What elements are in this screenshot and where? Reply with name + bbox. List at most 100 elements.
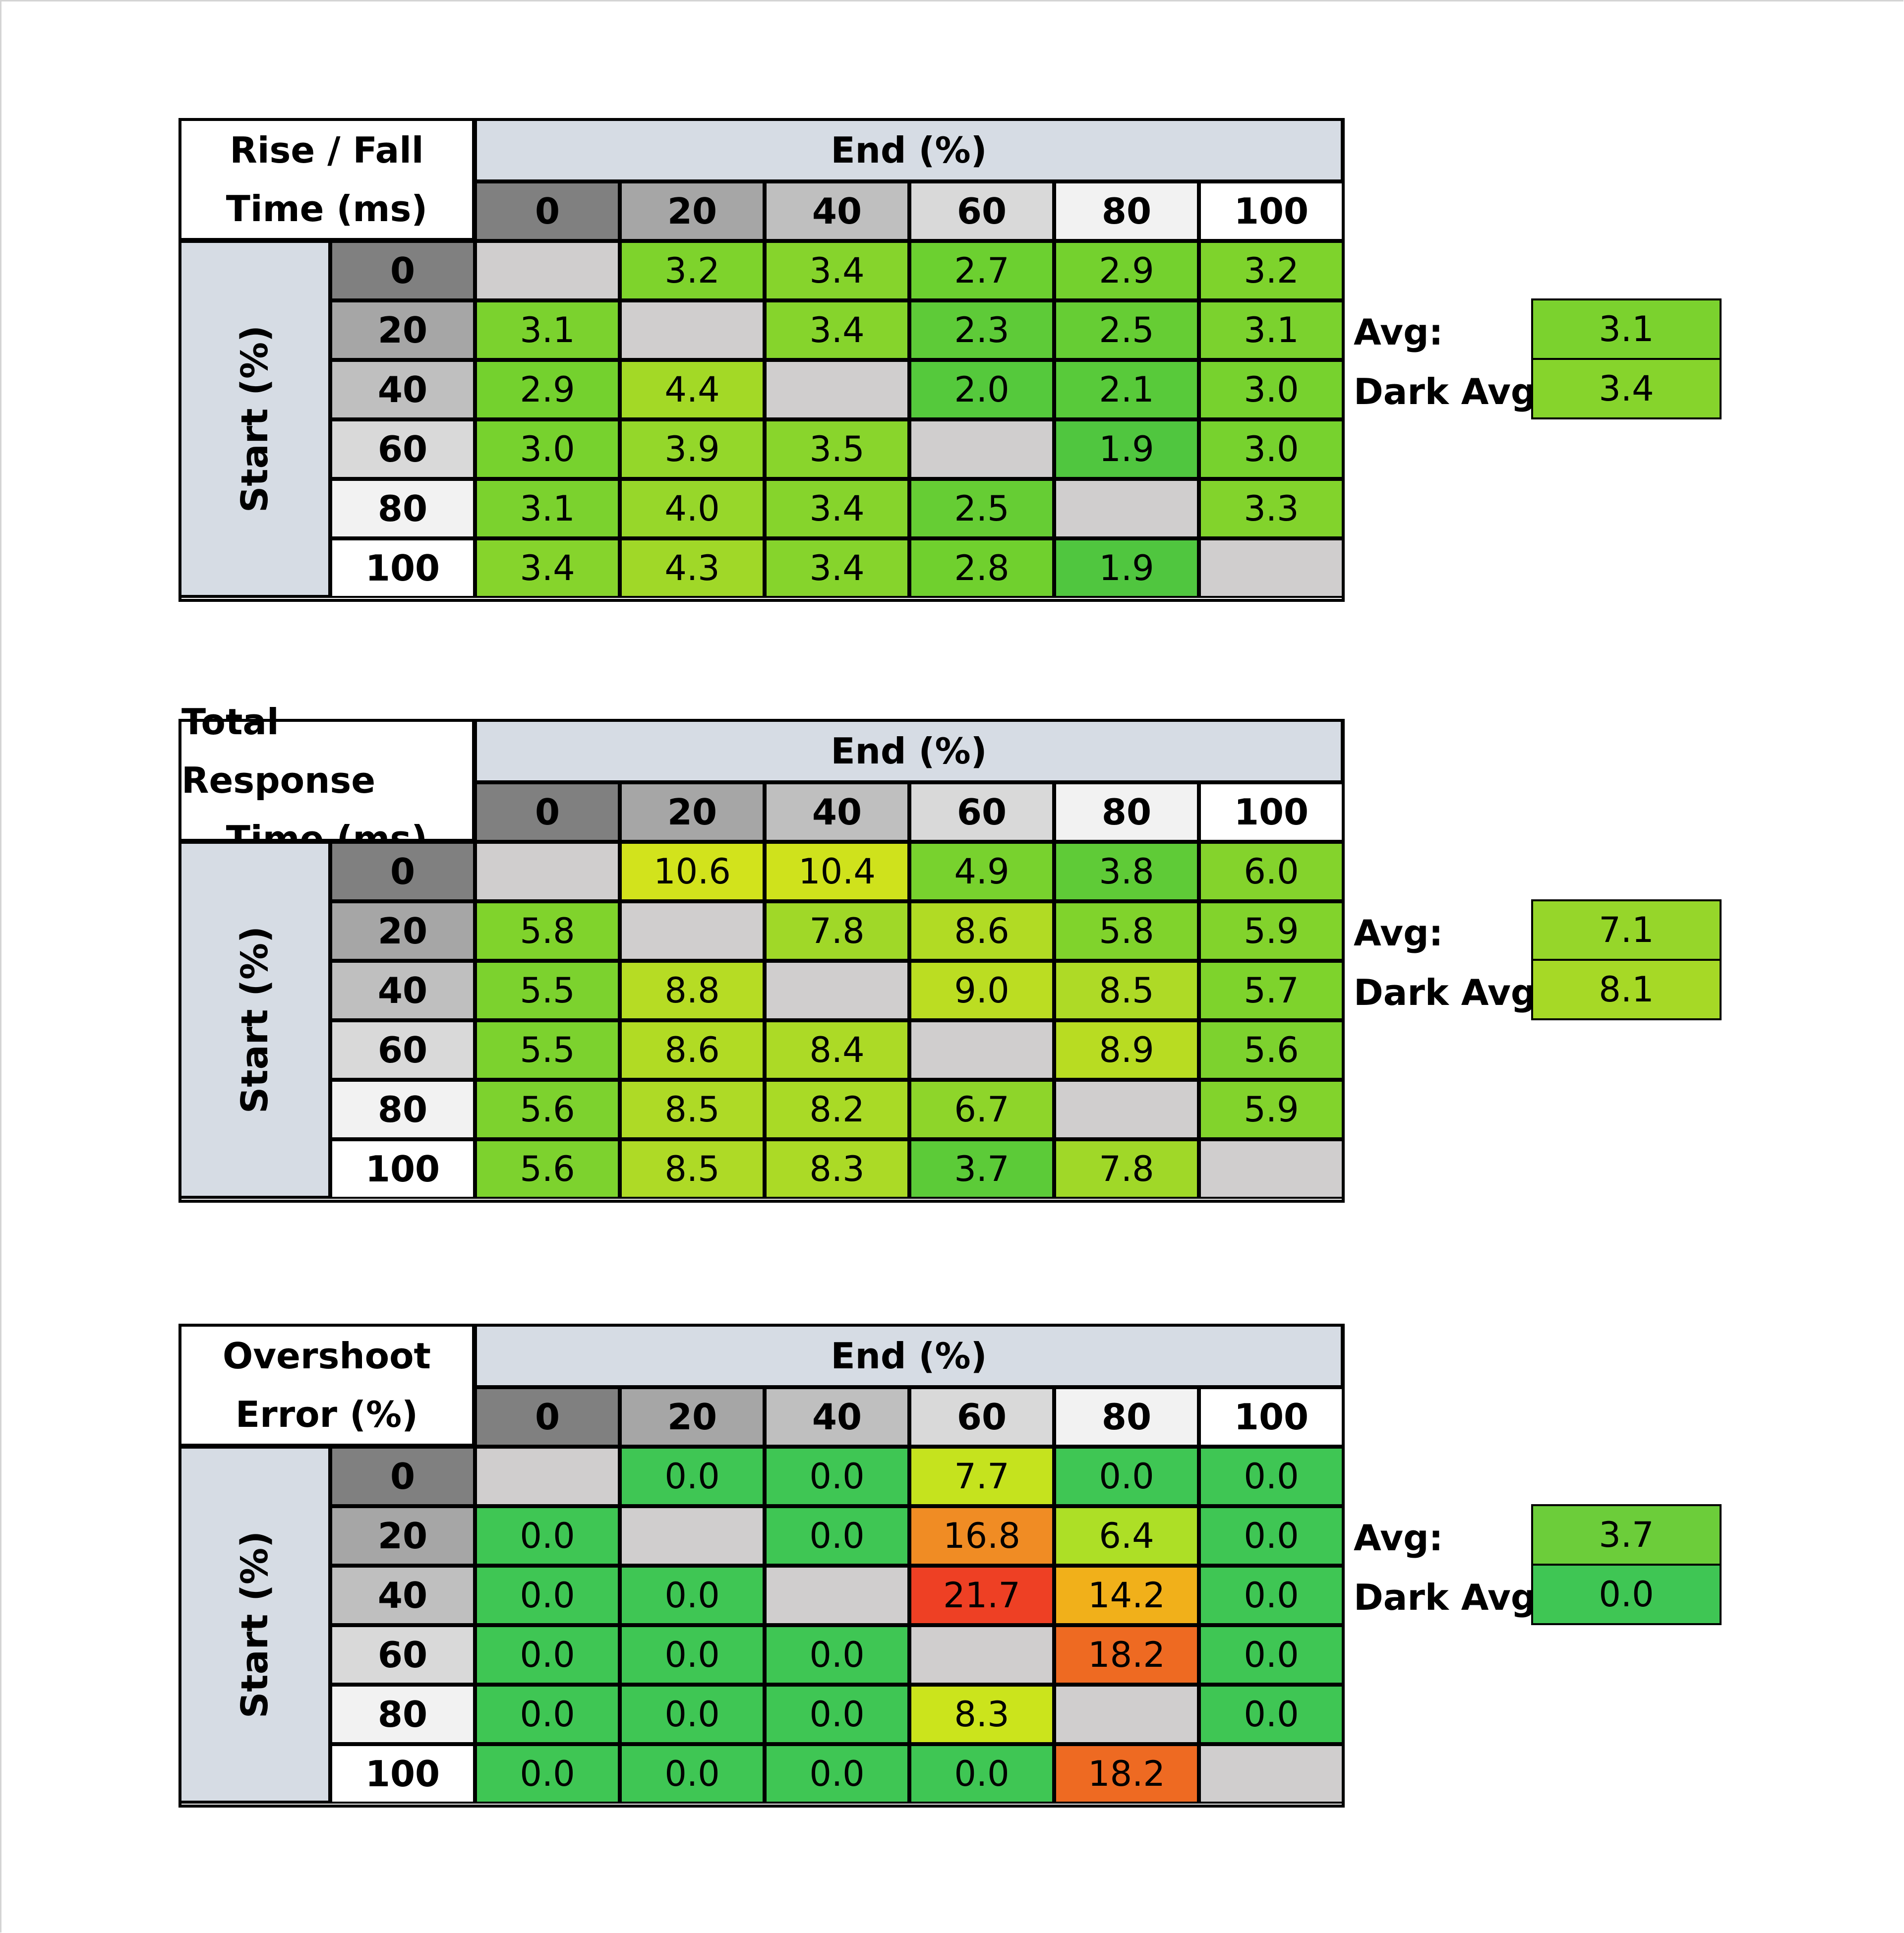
start-axis-label: Start (%) (178, 842, 330, 1199)
end-level-header: 20 (620, 181, 765, 241)
data-cell (1054, 1685, 1199, 1744)
end-level-header: 100 (1199, 1387, 1344, 1447)
data-cell: 2.9 (1054, 241, 1199, 300)
dark-avg-label: Dark Avg: (1354, 1577, 1551, 1618)
data-cell: 0.0 (765, 1625, 909, 1685)
start-axis-label: Start (%) (178, 241, 330, 598)
data-cell: 8.4 (765, 1020, 909, 1080)
start-level-header: 100 (330, 1744, 475, 1804)
table-title-line: Error (%) (235, 1394, 418, 1435)
data-cell (765, 1566, 909, 1625)
data-cell: 3.0 (1199, 360, 1344, 419)
data-cell: 1.9 (1054, 419, 1199, 479)
response-table-1: Total Response Time (ms) End (%) 0 20 40 60 80 1… (178, 701, 1722, 1211)
end-level-header: 0 (475, 1387, 620, 1447)
data-cell (620, 300, 765, 360)
start-axis-label-text: Start (%) (234, 325, 276, 513)
avg-value: 3.7 (1531, 1504, 1722, 1566)
avg-value: 3.1 (1531, 298, 1722, 360)
data-cell: 10.4 (765, 842, 909, 901)
data-cell: 8.8 (620, 961, 765, 1020)
data-cell: 0.0 (909, 1744, 1054, 1804)
data-cell: 6.7 (909, 1080, 1054, 1139)
start-level-header: 100 (330, 1139, 475, 1199)
data-cell: 2.8 (909, 538, 1054, 598)
data-cell: 8.5 (1054, 961, 1199, 1020)
table-title: Total Response Time (ms) (178, 701, 475, 860)
dark-avg-label: Dark Avg: (1354, 371, 1551, 412)
end-level-header: 20 (620, 782, 765, 842)
data-cell: 5.6 (475, 1080, 620, 1139)
data-cell: 1.9 (1054, 538, 1199, 598)
data-cell: 8.6 (620, 1020, 765, 1080)
data-cell: 8.3 (765, 1139, 909, 1199)
data-cell (765, 360, 909, 419)
end-level-header: 0 (475, 181, 620, 241)
data-cell: 3.0 (1199, 419, 1344, 479)
data-cell: 3.3 (1199, 479, 1344, 538)
data-cell: 6.4 (1054, 1506, 1199, 1566)
data-cell: 2.7 (909, 241, 1054, 300)
start-level-header: 40 (330, 961, 475, 1020)
start-level-header: 20 (330, 1506, 475, 1566)
data-cell: 0.0 (475, 1685, 620, 1744)
start-level-header: 20 (330, 901, 475, 961)
data-cell: 0.0 (620, 1685, 765, 1744)
data-cell: 4.4 (620, 360, 765, 419)
start-level-header: 0 (330, 241, 475, 300)
data-cell: 0.0 (620, 1447, 765, 1506)
start-level-header: 100 (330, 538, 475, 598)
data-cell (1054, 479, 1199, 538)
data-cell (1199, 1139, 1344, 1199)
start-level-header: 60 (330, 1020, 475, 1080)
end-level-header: 80 (1054, 782, 1199, 842)
end-level-header: 100 (1199, 181, 1344, 241)
data-cell: 5.7 (1199, 961, 1344, 1020)
data-cell: 2.3 (909, 300, 1054, 360)
data-cell: 21.7 (909, 1566, 1054, 1625)
start-level-header: 60 (330, 419, 475, 479)
data-cell: 0.0 (765, 1685, 909, 1744)
data-cell (765, 961, 909, 1020)
start-axis-label-text: Start (%) (234, 1530, 276, 1719)
table-title-line: Total Response (181, 701, 376, 801)
data-cell (1054, 1080, 1199, 1139)
data-cell: 0.0 (475, 1566, 620, 1625)
end-level-header: 0 (475, 782, 620, 842)
end-level-header: 80 (1054, 181, 1199, 241)
data-cell: 3.5 (765, 419, 909, 479)
data-cell: 5.9 (1199, 901, 1344, 961)
data-cell: 8.3 (909, 1685, 1054, 1744)
data-cell: 6.0 (1199, 842, 1344, 901)
data-cell: 5.6 (1199, 1020, 1344, 1080)
data-cell: 2.5 (909, 479, 1054, 538)
data-cell: 3.4 (765, 241, 909, 300)
data-cell (1199, 1744, 1344, 1804)
start-level-header: 80 (330, 1080, 475, 1139)
data-cell: 0.0 (765, 1506, 909, 1566)
data-cell: 8.9 (1054, 1020, 1199, 1080)
data-cell: 3.4 (765, 479, 909, 538)
end-level-header: 60 (909, 1387, 1054, 1447)
data-cell: 8.6 (909, 901, 1054, 961)
data-cell: 0.0 (475, 1625, 620, 1685)
data-cell: 10.6 (620, 842, 765, 901)
table-title: Overshoot Error (%) (178, 1324, 475, 1447)
avg-value: 7.1 (1531, 899, 1722, 961)
start-level-header: 0 (330, 842, 475, 901)
dark-avg-label: Dark Avg: (1354, 972, 1551, 1013)
data-cell: 2.5 (1054, 300, 1199, 360)
data-cell: 18.2 (1054, 1744, 1199, 1804)
data-cell: 3.8 (1054, 842, 1199, 901)
table-title: Rise / Fall Time (ms) (178, 118, 475, 241)
data-cell: 3.9 (620, 419, 765, 479)
data-cell (909, 419, 1054, 479)
data-cell: 16.8 (909, 1506, 1054, 1566)
data-cell: 0.0 (475, 1744, 620, 1804)
table-title-line: Overshoot (223, 1335, 431, 1377)
start-level-header: 40 (330, 360, 475, 419)
data-cell (620, 1506, 765, 1566)
data-cell: 0.0 (620, 1625, 765, 1685)
data-cell: 3.1 (475, 300, 620, 360)
